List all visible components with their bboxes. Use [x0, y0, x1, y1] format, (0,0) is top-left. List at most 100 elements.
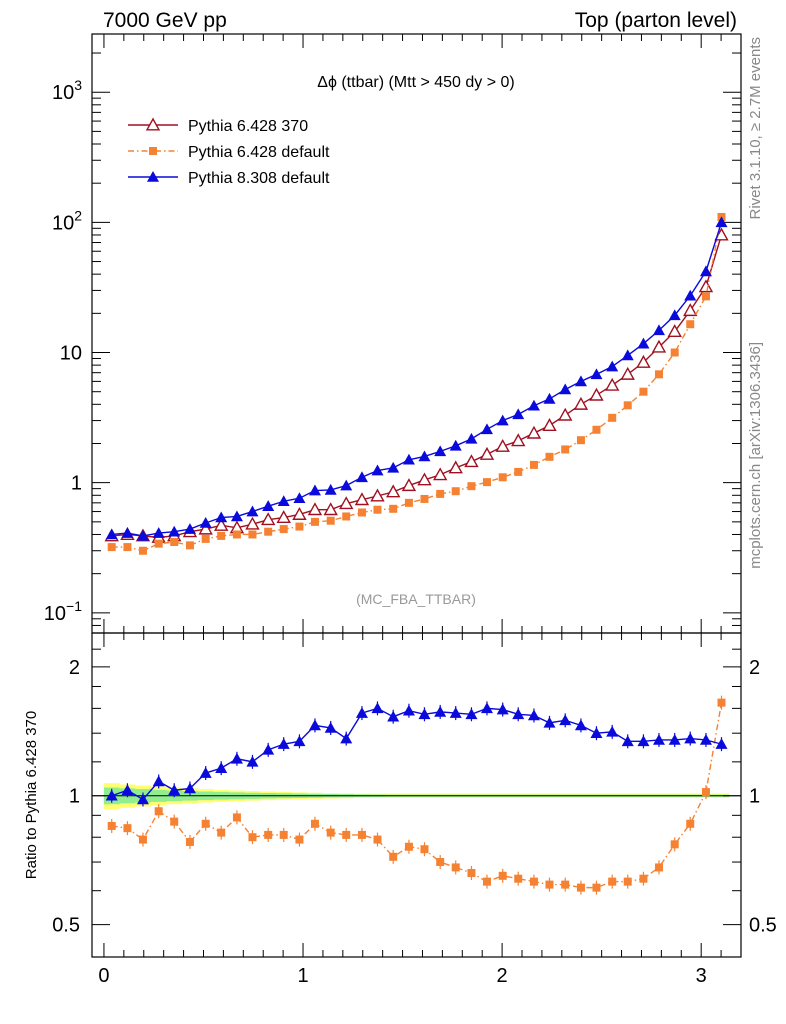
data-point — [606, 360, 619, 372]
data-point — [496, 414, 509, 426]
data-point — [217, 531, 226, 540]
data-point — [526, 425, 542, 439]
data-point — [527, 399, 540, 411]
data-point — [420, 845, 429, 854]
data-point — [436, 489, 445, 498]
data-point — [292, 507, 307, 520]
data-point — [651, 339, 667, 353]
data-point — [183, 782, 196, 794]
data-point — [138, 835, 147, 844]
data-point — [559, 714, 572, 726]
data-point — [545, 880, 554, 889]
data-point — [342, 512, 351, 521]
data-point — [404, 498, 413, 507]
y-tick-label-right: 0.5 — [749, 915, 777, 937]
data-point — [512, 708, 525, 720]
data-point — [402, 453, 415, 465]
ratio-series-layer — [105, 695, 728, 895]
data-point — [620, 366, 635, 380]
data-point — [623, 877, 632, 886]
series-1 — [107, 212, 726, 555]
data-point — [639, 387, 648, 396]
legend-label: Pythia 8.308 default — [188, 170, 330, 187]
ratio-series-1 — [107, 695, 726, 895]
data-point — [389, 852, 398, 861]
data-point — [621, 349, 634, 361]
data-point — [482, 877, 491, 886]
data-point — [264, 830, 273, 839]
data-point — [545, 452, 554, 461]
data-point — [168, 784, 181, 796]
data-point — [699, 733, 712, 745]
chart-title: Δϕ (ttbar) (Mtt > 450 dy > 0) — [317, 74, 515, 91]
data-point — [576, 883, 585, 892]
x-tick-label: 0 — [98, 965, 109, 987]
data-point — [514, 874, 523, 883]
data-point — [215, 762, 228, 773]
data-point — [527, 709, 540, 721]
data-point — [295, 835, 304, 844]
data-point — [371, 464, 384, 476]
data-point — [147, 171, 159, 182]
data-point — [449, 439, 462, 451]
data-point — [277, 738, 290, 749]
data-point — [185, 837, 194, 846]
data-point — [232, 530, 241, 539]
data-point — [652, 733, 665, 745]
data-point — [307, 502, 323, 516]
y-tick-label: 1 — [71, 473, 82, 495]
data-point — [451, 487, 460, 496]
data-point — [217, 828, 226, 837]
data-point — [293, 735, 306, 747]
data-point — [559, 383, 572, 395]
data-point — [308, 484, 321, 496]
y-tick-label: 1 — [69, 786, 80, 808]
data-point — [357, 508, 366, 517]
data-point — [667, 324, 682, 338]
data-point — [717, 698, 726, 707]
x-tick-label: 1 — [297, 965, 308, 987]
data-point — [276, 510, 291, 524]
data-point — [529, 877, 538, 886]
data-point — [451, 863, 460, 872]
data-point — [323, 502, 338, 516]
data-point — [373, 835, 382, 844]
data-point — [293, 492, 306, 503]
data-point — [107, 543, 116, 552]
data-point — [262, 500, 275, 511]
data-point — [340, 479, 353, 491]
data-point — [480, 702, 493, 714]
ratio-line — [111, 707, 722, 801]
data-point — [670, 348, 679, 357]
data-point — [449, 707, 462, 718]
data-point — [342, 830, 351, 839]
data-point — [558, 407, 573, 421]
data-point — [371, 702, 384, 714]
data-point — [701, 788, 710, 797]
series-0 — [104, 227, 729, 543]
y-tick-label: 10−1 — [44, 598, 82, 625]
data-point — [387, 710, 400, 722]
data-point — [561, 880, 570, 889]
data-point — [498, 871, 507, 880]
data-point — [592, 425, 601, 434]
legend: Pythia 6.428 370 Pythia 6.428 default Pyth… — [128, 117, 330, 187]
data-point — [479, 446, 495, 460]
rivet-version-label: Rivet 3.1.10, ≥ 2.7M events — [747, 37, 764, 220]
data-point — [136, 529, 149, 541]
data-point — [401, 478, 417, 492]
data-point — [592, 883, 601, 892]
data-point — [482, 478, 491, 487]
data-point — [295, 522, 304, 531]
data-point — [387, 461, 400, 473]
data-point — [498, 473, 507, 482]
data-point — [248, 530, 257, 539]
data-point — [154, 539, 163, 548]
data-point — [326, 516, 335, 525]
data-point — [684, 289, 697, 301]
source-label: mcplots.cern.ch [arXiv:1306.3436] — [747, 342, 764, 569]
data-point — [121, 784, 134, 796]
data-point — [434, 705, 447, 717]
data-point — [434, 445, 447, 457]
data-point — [654, 370, 663, 379]
